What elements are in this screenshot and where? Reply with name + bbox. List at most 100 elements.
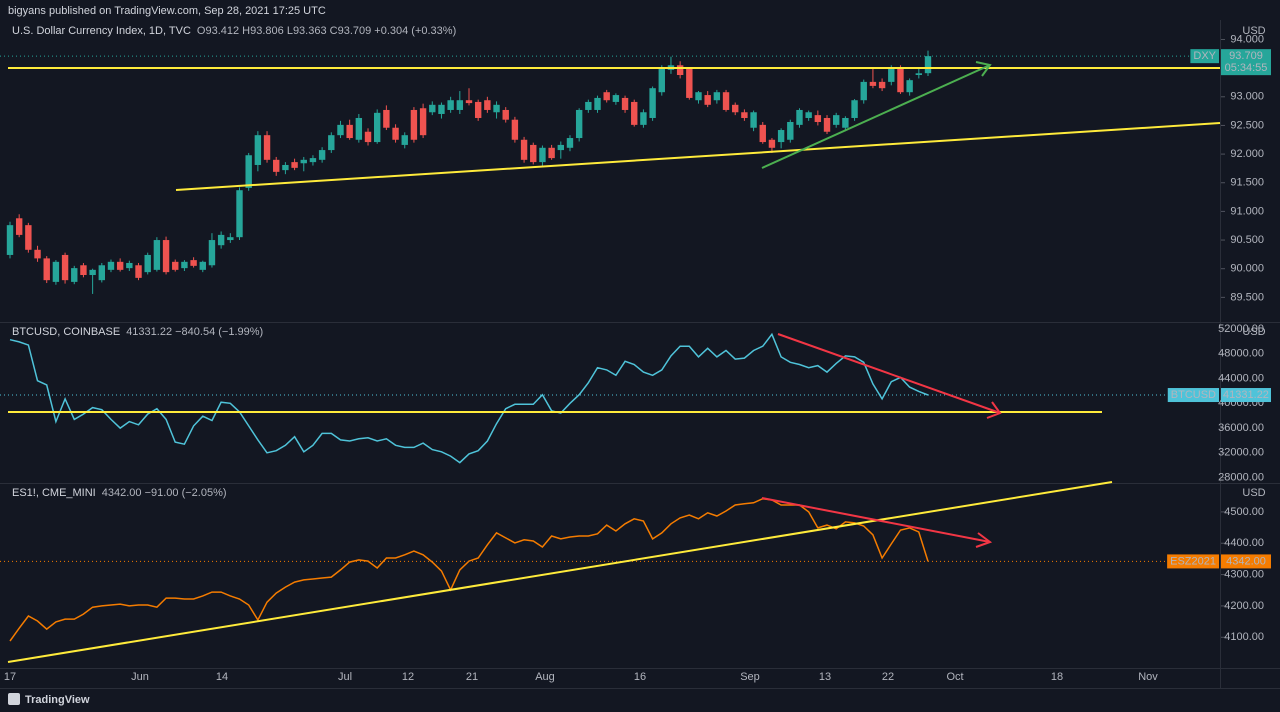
y-tick-label: 28000.00 bbox=[1218, 472, 1264, 484]
symbol-box bbox=[1190, 49, 1219, 64]
candle-body bbox=[61, 254, 69, 281]
y-tick-label: 36000.00 bbox=[1218, 422, 1264, 434]
x-tick-label: 21 bbox=[466, 671, 478, 683]
last-price-label: 41331.22 bbox=[1223, 389, 1269, 401]
candle-body bbox=[52, 261, 60, 282]
candle-body bbox=[686, 68, 693, 98]
y-tick-label: 93.000 bbox=[1230, 91, 1264, 103]
x-tick-label: 18 bbox=[1051, 671, 1063, 683]
y-tick-label: 52000.00 bbox=[1218, 323, 1264, 335]
candle-body bbox=[833, 115, 840, 125]
y-tick-label: 4200.00 bbox=[1224, 600, 1264, 612]
candle-body bbox=[621, 97, 629, 110]
candle-body bbox=[750, 112, 757, 128]
publish-header: bigyans published on TradingView.com, Se… bbox=[8, 5, 326, 17]
price-line bbox=[9, 332, 929, 464]
candle-body bbox=[732, 104, 739, 113]
x-tick-label: Jul bbox=[338, 671, 352, 683]
candle-body bbox=[162, 240, 170, 273]
pane-legend-values: 4342.00 −91.00 (−2.05%) bbox=[102, 487, 227, 499]
candle-body bbox=[374, 112, 381, 143]
arrow-head bbox=[975, 61, 992, 77]
x-tick-label: Nov bbox=[1138, 671, 1158, 683]
y-tick-label: 90.000 bbox=[1230, 263, 1264, 275]
candle-body bbox=[631, 101, 638, 125]
labels: 17 Jun 14 Jul 12 21 Aug 16 Sep 13 22 Oct 18 Nov USD 89.… bbox=[4, 25, 1271, 683]
candle-body bbox=[530, 144, 537, 163]
y-tick-label: 94.000 bbox=[1230, 33, 1264, 45]
pane-legend-values: O93.412 H93.806 L93.363 C93.709 +0.304 (… bbox=[197, 25, 456, 37]
candle-body bbox=[236, 190, 243, 238]
candle-body bbox=[594, 97, 601, 110]
candle-body bbox=[566, 138, 574, 148]
candle-body bbox=[346, 124, 353, 139]
candle-body bbox=[217, 234, 225, 246]
pane-legend-values: 41331.22 −840.54 (−1.99%) bbox=[126, 326, 263, 338]
pane-title: U.S. Dollar Currency Index, 1D, TVC bbox=[12, 25, 191, 37]
candle-body bbox=[15, 218, 23, 235]
candle-body bbox=[190, 260, 197, 266]
candle-body bbox=[254, 135, 262, 165]
y-tick-label: 89.500 bbox=[1230, 291, 1264, 303]
candle-body bbox=[695, 92, 702, 101]
arrow-head bbox=[975, 532, 993, 548]
candle-body bbox=[135, 265, 142, 278]
y-tick-label: 44000.00 bbox=[1218, 372, 1264, 384]
candle-body bbox=[401, 135, 408, 145]
candle-body bbox=[805, 112, 812, 118]
y-tick-label: 48000.00 bbox=[1218, 348, 1264, 360]
candle-body bbox=[676, 65, 684, 76]
candle-body bbox=[309, 158, 317, 163]
candle-body bbox=[71, 268, 78, 282]
candle-body bbox=[263, 135, 271, 160]
candle-body bbox=[328, 135, 335, 151]
candle-body bbox=[208, 240, 216, 266]
last-price-label: 4342.00 bbox=[1226, 555, 1266, 567]
unit-label: USD bbox=[1242, 25, 1265, 37]
candle-body bbox=[107, 261, 115, 270]
unit-label: USD bbox=[1242, 487, 1265, 499]
candle-body bbox=[878, 81, 886, 89]
arrow-head bbox=[986, 401, 1002, 419]
candle-body bbox=[511, 119, 519, 140]
candle-body bbox=[80, 265, 87, 276]
x-tick-label: Sep bbox=[740, 671, 760, 683]
candle-body bbox=[474, 101, 482, 118]
y-tick-label: 4100.00 bbox=[1224, 631, 1264, 643]
x-tick-label: Oct bbox=[946, 671, 963, 683]
candle-body bbox=[199, 261, 206, 270]
candle-body bbox=[741, 112, 748, 118]
candle-body bbox=[227, 237, 234, 241]
marks bbox=[0, 38, 1225, 642]
last-price-box bbox=[1221, 388, 1271, 403]
candle-body bbox=[144, 254, 151, 273]
candle-body bbox=[768, 139, 776, 148]
x-tick-label: 22 bbox=[882, 671, 894, 683]
arrow bbox=[761, 64, 991, 169]
candle-body bbox=[722, 92, 730, 110]
candle-body bbox=[181, 261, 188, 269]
candle-body bbox=[649, 88, 656, 118]
candle-body bbox=[300, 159, 307, 164]
candle-body bbox=[318, 150, 326, 160]
candle-body bbox=[465, 100, 473, 104]
candle-body bbox=[704, 95, 711, 105]
arrow bbox=[761, 497, 991, 543]
candle-body bbox=[539, 147, 546, 163]
candle-body bbox=[273, 159, 280, 172]
candle-body bbox=[842, 117, 849, 128]
y-tick-label: 32000.00 bbox=[1218, 447, 1264, 459]
symbol-box bbox=[1167, 388, 1219, 403]
y-tick-label: 92.000 bbox=[1230, 148, 1264, 160]
candle-body bbox=[493, 104, 500, 113]
trend-line bbox=[175, 122, 1221, 191]
candle-body bbox=[438, 104, 445, 114]
candle-body bbox=[888, 68, 895, 82]
candle-body bbox=[777, 130, 785, 143]
candle-body bbox=[906, 80, 913, 93]
candle-body bbox=[172, 261, 179, 270]
candle-body bbox=[126, 262, 133, 269]
pane-title: ES1!, CME_MINI bbox=[12, 487, 96, 499]
x-tick-label: 12 bbox=[402, 671, 414, 683]
